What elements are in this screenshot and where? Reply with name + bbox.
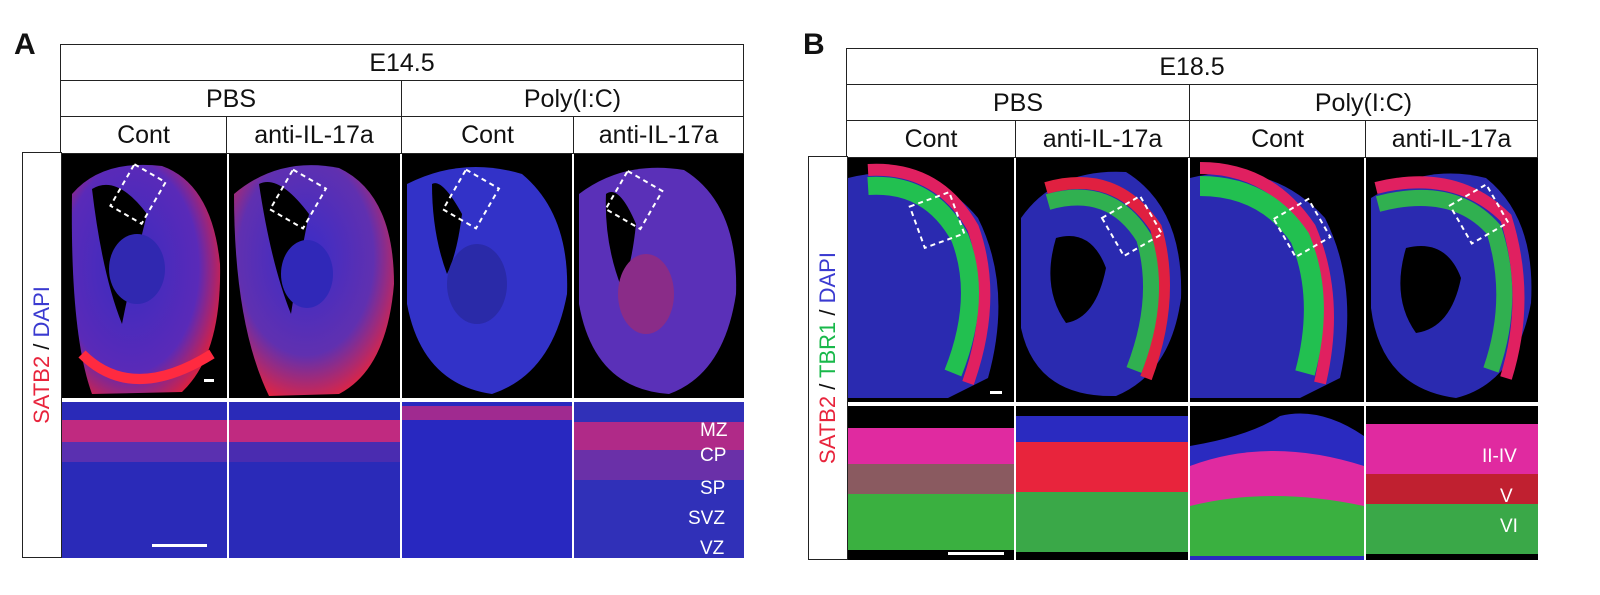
panel-b-stain-label: SATB2 / TBR1 / DAPI (808, 156, 848, 560)
panel-b-letter: B (803, 28, 825, 61)
panel-b-image-poly-cont (1190, 158, 1364, 402)
tbr1-label: TBR1 (815, 321, 840, 378)
panel-b-cond-pbs-cont: Cont (846, 120, 1016, 158)
panel-b-zoom-pbs-anti (1016, 406, 1188, 560)
layer-sp: SP (700, 478, 726, 499)
panel-a-cond-pbs-cont: Cont (60, 116, 227, 154)
panel-a-zoom-poly-cont (402, 402, 572, 558)
satb2-label: SATB2 (815, 395, 840, 464)
panel-a-cond-pbs-anti: anti-IL-17a (227, 116, 402, 154)
layer-v: V (1500, 486, 1513, 507)
panel-a-image-pbs-anti (229, 154, 400, 398)
panel-a-image-poly-cont (402, 154, 572, 398)
panel-b-cond-poly-cont: Cont (1190, 120, 1366, 158)
panel-b-cond-poly-anti: anti-IL-17a (1366, 120, 1538, 158)
panel-b-cond-pbs-anti: anti-IL-17a (1016, 120, 1190, 158)
panel-b-image-pbs-cont (848, 158, 1014, 402)
panel-a-image-poly-anti (574, 154, 744, 398)
layer-mz: MZ (700, 420, 728, 441)
panel-a-stage-header: E14.5 (60, 44, 744, 82)
dapi-label: DAPI (29, 286, 54, 338)
panel-a-cond-poly-cont: Cont (402, 116, 574, 154)
panel-b-group-pbs: PBS (846, 84, 1190, 122)
panel-a-stain-label: SATB2 / DAPI (22, 152, 62, 558)
layer-cp: CP (700, 445, 727, 466)
dapi-label: DAPI (815, 252, 840, 304)
layer-ii-iv: II-IV (1482, 446, 1517, 467)
panel-a-group-polyic: Poly(I:C) (402, 80, 744, 118)
panel-a-letter: A (14, 28, 36, 61)
satb2-label: SATB2 (29, 355, 54, 424)
layer-vi: VI (1500, 516, 1518, 537)
panel-a-group-pbs: PBS (60, 80, 402, 118)
panel-a-zoom-pbs-cont (62, 402, 227, 558)
panel-a-zoom-pbs-anti (229, 402, 400, 558)
panel-b-zoom-poly-cont (1190, 406, 1364, 560)
panel-b-zoom-poly-anti (1366, 406, 1538, 560)
panel-b-image-pbs-anti (1016, 158, 1188, 402)
panel-a-image-pbs-cont (62, 154, 227, 398)
layer-vz: VZ (700, 538, 725, 559)
panel-a-cond-poly-anti: anti-IL-17a (574, 116, 744, 154)
panel-b-group-polyic: Poly(I:C) (1190, 84, 1538, 122)
layer-svz: SVZ (688, 508, 725, 529)
panel-b-image-poly-anti (1366, 158, 1538, 402)
panel-b-stage-header: E18.5 (846, 48, 1538, 86)
panel-b-zoom-pbs-cont (848, 406, 1014, 560)
panel-a-zoom-poly-anti (574, 402, 744, 558)
